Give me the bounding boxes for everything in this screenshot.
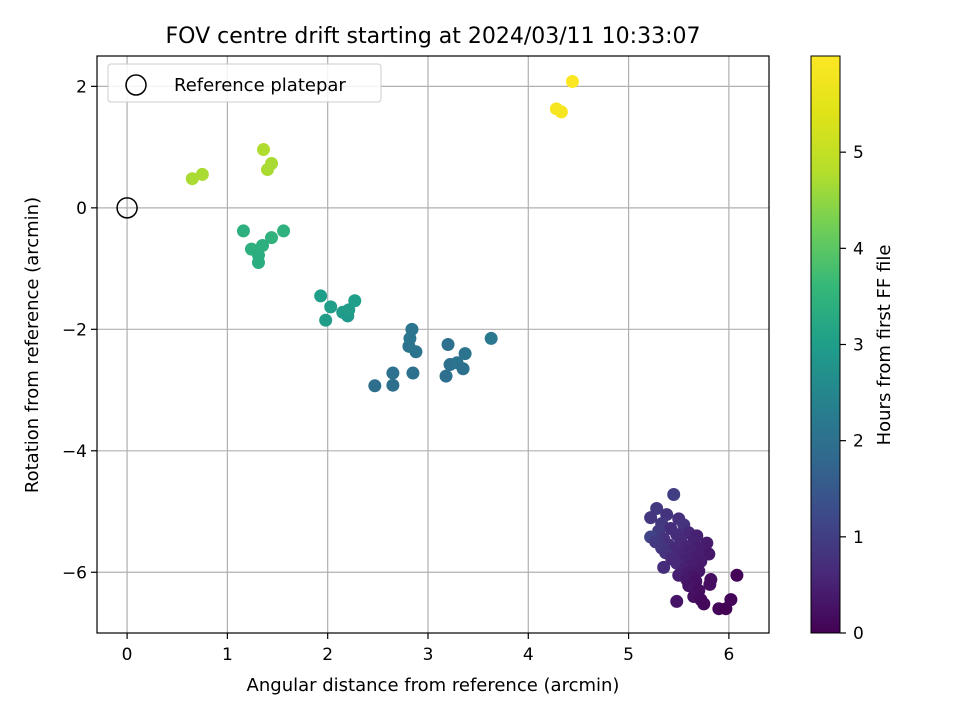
legend-entry: Reference platepar bbox=[174, 75, 346, 96]
data-point bbox=[730, 568, 744, 582]
y-tick-label: 0 bbox=[76, 199, 87, 219]
data-point bbox=[657, 560, 671, 574]
scatter-points bbox=[185, 75, 744, 616]
data-point bbox=[484, 331, 498, 345]
chart-title: FOV centre drift starting at 2024/03/11 … bbox=[166, 24, 701, 49]
legend: Reference platepar bbox=[107, 63, 382, 103]
data-point bbox=[251, 256, 265, 270]
data-point bbox=[386, 366, 400, 380]
legend-box bbox=[107, 63, 382, 103]
colorbar: 0 1 2 3 4 5 Hours from first FF file bbox=[810, 55, 895, 644]
data-point bbox=[554, 105, 568, 119]
data-point bbox=[348, 294, 362, 308]
data-point bbox=[682, 579, 696, 593]
data-point bbox=[565, 75, 579, 89]
data-point bbox=[319, 313, 333, 327]
x-tick-label: 0 bbox=[122, 645, 133, 665]
data-point bbox=[439, 369, 453, 383]
x-tick-label: 5 bbox=[623, 645, 634, 665]
data-point bbox=[456, 362, 470, 376]
data-point bbox=[277, 224, 291, 238]
x-tick-label: 4 bbox=[523, 645, 534, 665]
x-tick-label: 2 bbox=[322, 645, 333, 665]
x-tick-label: 3 bbox=[423, 645, 434, 665]
data-point bbox=[185, 172, 199, 186]
data-point bbox=[261, 163, 275, 177]
data-point bbox=[368, 379, 382, 393]
data-point bbox=[236, 224, 250, 238]
colorbar-tick-label: 1 bbox=[853, 528, 864, 548]
data-point bbox=[386, 378, 400, 392]
data-point bbox=[265, 231, 279, 245]
x-tick-label: 1 bbox=[222, 645, 233, 665]
y-tick-label: −4 bbox=[62, 442, 87, 462]
data-point bbox=[644, 511, 658, 525]
colorbar-ticks: 0 1 2 3 4 5 bbox=[840, 143, 864, 644]
data-point bbox=[697, 597, 711, 611]
colorbar-tick-label: 4 bbox=[853, 239, 864, 259]
colorbar-tick-label: 5 bbox=[853, 143, 864, 163]
data-point bbox=[406, 366, 420, 380]
colorbar-tick-label: 2 bbox=[853, 432, 864, 452]
data-point bbox=[458, 347, 472, 361]
colorbar-tick-label: 0 bbox=[853, 624, 864, 644]
legend-marker bbox=[125, 74, 147, 96]
y-tick-label: −2 bbox=[62, 320, 87, 340]
colorbar-gradient bbox=[810, 55, 841, 634]
data-point bbox=[667, 488, 681, 502]
x-axis-ticks: 0 1 2 3 4 5 6 bbox=[122, 633, 734, 665]
y-tick-label: −6 bbox=[62, 563, 87, 583]
y-tick-label: 2 bbox=[76, 77, 87, 97]
data-point bbox=[324, 300, 338, 314]
colorbar-label: Hours from first FF file bbox=[874, 245, 895, 446]
y-axis-ticks: −6 −4 −2 0 2 bbox=[62, 77, 97, 583]
y-axis-label: Rotation from reference (arcmin) bbox=[22, 197, 43, 493]
data-point bbox=[719, 602, 733, 616]
data-point bbox=[256, 143, 270, 157]
data-point bbox=[314, 289, 328, 303]
data-point bbox=[441, 338, 455, 351]
data-point bbox=[255, 238, 269, 252]
plot-frame bbox=[96, 55, 770, 634]
data-point bbox=[409, 345, 423, 359]
reference-platepar-marker bbox=[116, 197, 138, 219]
data-point bbox=[195, 167, 209, 181]
x-axis-label: Angular distance from reference (arcmin) bbox=[247, 675, 620, 696]
colorbar-tick-label: 3 bbox=[853, 336, 864, 356]
x-tick-label: 6 bbox=[723, 645, 734, 665]
data-point bbox=[670, 594, 684, 608]
data-point bbox=[703, 577, 717, 591]
